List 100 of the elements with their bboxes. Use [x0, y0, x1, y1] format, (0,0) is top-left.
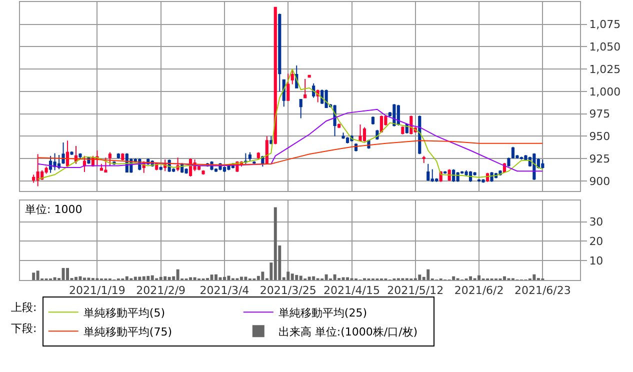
bar [342, 277, 345, 280]
candlestick [53, 152, 56, 171]
candlestick [108, 152, 112, 166]
y-tick-label: 1,025 [589, 62, 621, 76]
bar [223, 276, 226, 280]
y-tick-label: 30 [589, 216, 604, 229]
x-tick-label: 2021/3/25 [260, 284, 316, 298]
candlestick [49, 155, 52, 174]
bar [324, 274, 328, 280]
bar [308, 276, 311, 280]
candlestick [422, 155, 426, 164]
y-tick-label: 925 [589, 152, 610, 166]
bar [312, 276, 316, 280]
y-tick-label: 950 [589, 130, 610, 144]
candlestick [541, 158, 544, 169]
annotation: 単位: 1000 [25, 203, 82, 216]
candlestick [290, 69, 294, 85]
candlestick [520, 156, 523, 160]
candlestick [482, 178, 485, 184]
candlestick [248, 152, 252, 162]
candlestick [121, 152, 124, 161]
candlestick [346, 136, 350, 144]
candlestick [371, 116, 375, 126]
x-tick-label: 2021/4/15 [324, 284, 380, 298]
candlestick [358, 124, 362, 142]
bar [346, 277, 349, 280]
bar [333, 274, 336, 280]
candlestick [74, 146, 78, 164]
bar [150, 275, 154, 280]
candlestick [511, 146, 515, 160]
candlestick [507, 157, 510, 168]
candlestick [324, 89, 328, 108]
candlestick [159, 166, 162, 171]
candlestick [270, 136, 273, 145]
candlestick [70, 150, 74, 156]
bar [299, 276, 302, 280]
bar [256, 276, 260, 280]
candlestick [282, 79, 286, 108]
candlestick [286, 73, 290, 101]
bar [168, 276, 171, 280]
candlestick [256, 152, 260, 160]
candlestick [66, 140, 70, 168]
y-tick-label: 1,000 [589, 85, 621, 98]
candlestick [380, 115, 383, 134]
line-series [37, 140, 544, 166]
x-tick-label: 2021/1/19 [69, 284, 126, 298]
candlestick [202, 170, 205, 176]
bar [214, 274, 218, 280]
y-tick-label: 1,050 [589, 40, 621, 54]
bar [164, 276, 167, 280]
legend-label: 単純移動平均(25) [278, 306, 367, 320]
bar [478, 275, 481, 280]
candlestick [57, 154, 61, 170]
candlestick [222, 166, 226, 172]
candlestick [490, 171, 494, 182]
line-series [37, 68, 544, 180]
x-tick-label: 2021/5/12 [387, 284, 444, 298]
candlestick [274, 6, 277, 145]
x-tick-label: 2021/3/4 [200, 284, 250, 298]
bar [189, 277, 192, 280]
x-tick-label: 2021/2/9 [136, 284, 186, 298]
bar [295, 274, 298, 280]
bar [146, 276, 150, 280]
bar [426, 269, 430, 280]
bar [418, 274, 422, 280]
candlestick [244, 152, 248, 164]
candlestick [36, 154, 40, 187]
bar [503, 276, 506, 280]
bar [53, 277, 56, 280]
candlestick [362, 126, 366, 142]
bar [62, 268, 65, 280]
bar [240, 276, 243, 280]
candlestick [477, 178, 481, 182]
bar [125, 276, 128, 280]
bar [66, 268, 69, 280]
candlestick [444, 170, 447, 174]
bar [142, 276, 146, 280]
bar [32, 272, 36, 280]
y-tick-label: 900 [589, 174, 610, 188]
bar [36, 270, 40, 280]
candlestick [78, 152, 82, 160]
bar [452, 276, 456, 280]
candlestick [176, 157, 180, 172]
candlestick [337, 123, 341, 129]
x-tick-label: 2021/6/2 [454, 284, 504, 298]
legend-label: 単純移動平均(75) [83, 325, 172, 338]
y-tick-label: 20 [589, 235, 604, 248]
bar [244, 276, 248, 280]
candlestick [299, 99, 302, 119]
candlestick [116, 152, 120, 160]
bar [286, 272, 290, 280]
bar [227, 276, 230, 280]
candlestick [278, 13, 282, 92]
y-tick-label: 975 [589, 108, 610, 121]
bar [290, 274, 294, 280]
candlestick [82, 155, 86, 172]
bar [134, 276, 137, 280]
legend-label: 出来高 単位:(1000株/口/枚) [278, 325, 418, 338]
candlestick [426, 163, 430, 182]
candlestick [252, 160, 256, 164]
